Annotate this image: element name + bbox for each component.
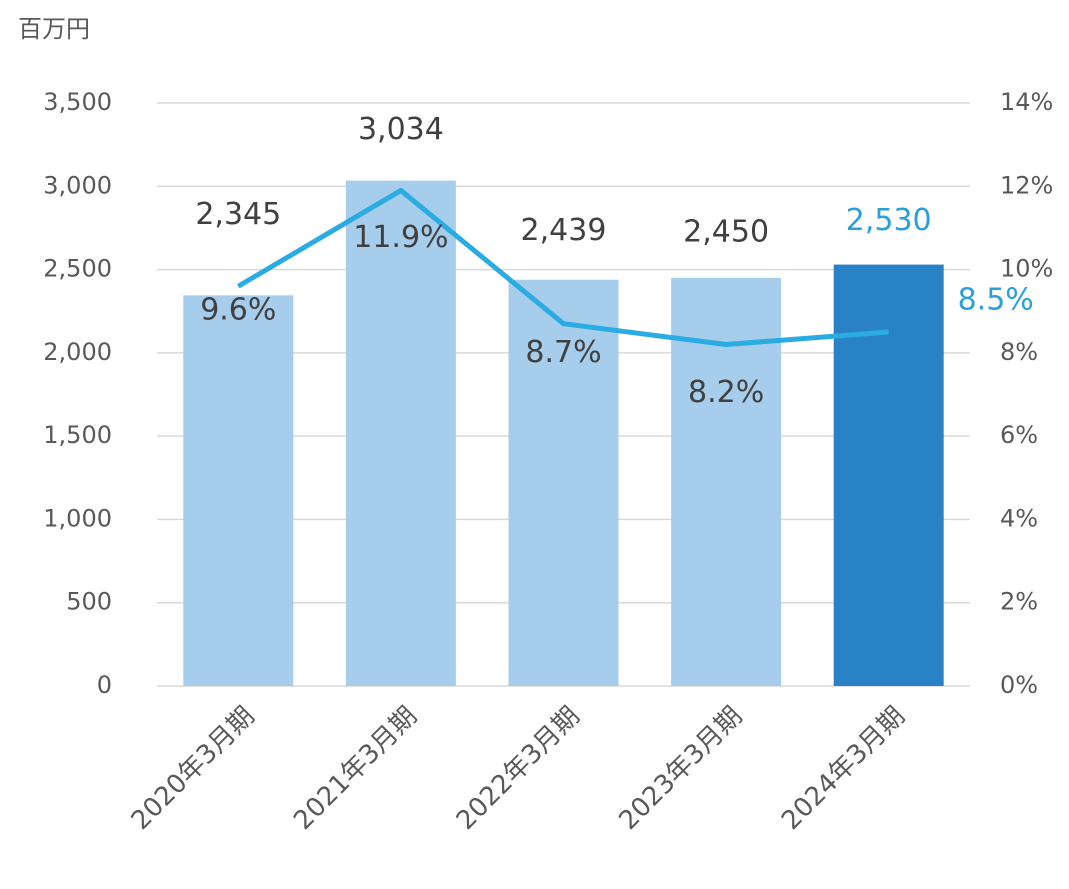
bar <box>508 279 619 686</box>
y-tick-label: 3,500 <box>43 88 112 116</box>
y2-tick-label: 2% <box>1000 588 1038 616</box>
bar-value-label: 2,345 <box>195 197 281 232</box>
y-tick-label: 500 <box>66 588 112 616</box>
x-tick-label: 2020年3月期 <box>126 701 261 836</box>
y-tick-label: 1,500 <box>43 421 112 449</box>
y-tick-label: 1,000 <box>43 504 112 532</box>
x-tick-label: 2022年3月期 <box>451 701 586 836</box>
y2-tick-label: 4% <box>1000 504 1038 532</box>
bar-value-label: 2,439 <box>521 213 607 248</box>
line-value-label: 9.6% <box>200 293 276 328</box>
x-tick-label: 2023年3月期 <box>613 701 748 836</box>
line-value-label: 8.5% <box>958 283 1034 318</box>
bar <box>345 180 456 686</box>
unit-label: 百万円 <box>18 15 90 43</box>
y2-tick-label: 8% <box>1000 338 1038 366</box>
bar-value-label: 2,450 <box>683 214 769 249</box>
x-tick-label: 2021年3月期 <box>288 701 423 836</box>
line-value-label: 11.9% <box>353 220 448 255</box>
y-tick-label: 2,500 <box>43 255 112 283</box>
y2-tick-label: 0% <box>1000 671 1038 699</box>
y2-tick-label: 10% <box>1000 255 1053 283</box>
y2-tick-label: 6% <box>1000 421 1038 449</box>
line-value-label: 8.2% <box>688 375 764 410</box>
line <box>237 187 889 348</box>
bar-value-label: 3,034 <box>358 112 444 147</box>
y-tick-label: 3,000 <box>43 171 112 199</box>
y2-tick-label: 12% <box>1000 171 1053 199</box>
bar <box>833 264 944 686</box>
y2-tick-label: 14% <box>1000 88 1053 116</box>
line-value-label: 8.7% <box>525 335 601 370</box>
y-tick-label: 2,000 <box>43 338 112 366</box>
bar <box>183 295 294 686</box>
bar-value-label: 2,530 <box>846 203 932 238</box>
y-tick-label: 0 <box>97 671 112 699</box>
x-tick-label: 2024年3月期 <box>776 701 911 836</box>
